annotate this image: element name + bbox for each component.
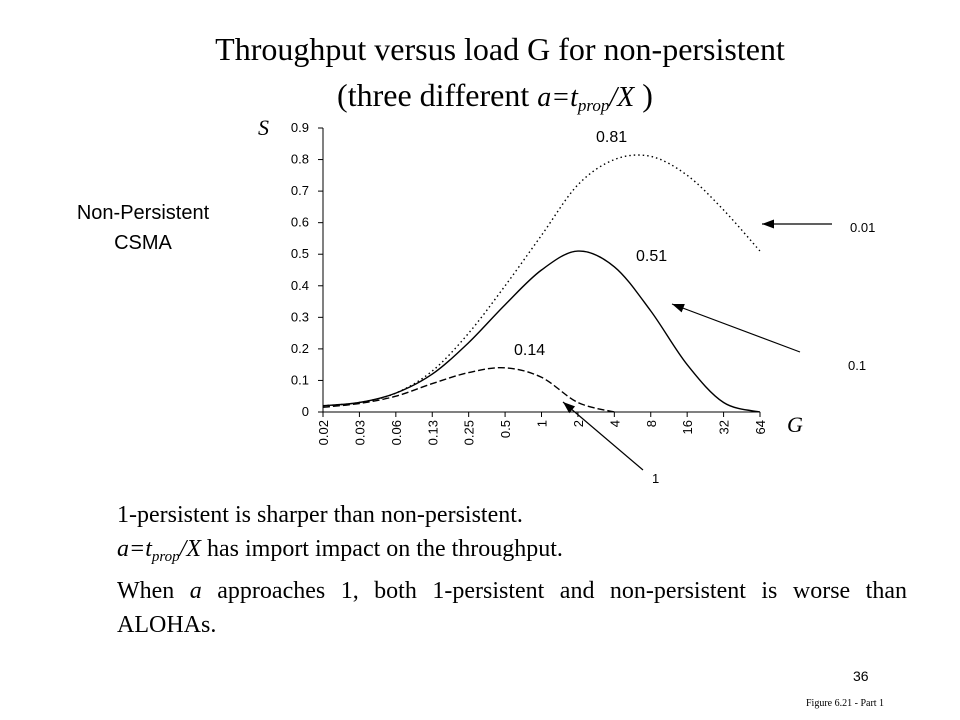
y-tick-label: 0.7 bbox=[291, 183, 309, 198]
bullet-eq: a=tprop/X bbox=[117, 536, 201, 565]
series-label: 1 bbox=[652, 471, 659, 486]
bullet-line-3-rest: approaches 1, both 1-persistent and non-… bbox=[117, 578, 907, 638]
arrowhead-icon bbox=[672, 304, 685, 313]
bullet-eq-sub: prop bbox=[151, 549, 180, 565]
y-tick-label: 0.8 bbox=[291, 152, 309, 167]
title-eq-main: a=t bbox=[537, 82, 578, 113]
bullet-line-3: When a approaches 1, both 1-persistent a… bbox=[117, 574, 907, 642]
x-tick-label: 16 bbox=[680, 420, 695, 434]
bullet-eq-tail: /X bbox=[179, 536, 201, 562]
x-tick-label: 0.5 bbox=[498, 420, 513, 438]
series-line-1 bbox=[322, 366, 615, 413]
x-tick-label: 2 bbox=[571, 420, 586, 427]
side-label: Non-Persistent CSMA bbox=[48, 198, 238, 258]
bullet-eq-main: a=t bbox=[117, 536, 152, 562]
y-tick-label: 0.2 bbox=[291, 341, 309, 356]
arrowhead-icon bbox=[563, 402, 576, 414]
bullet-line-1: 1-persistent is sharper than non-persist… bbox=[117, 502, 523, 528]
x-tick-label: 0.03 bbox=[352, 420, 367, 445]
arrow-line bbox=[671, 303, 801, 353]
side-label-line1: Non-Persistent bbox=[76, 202, 210, 224]
y-tick-label: 0.9 bbox=[291, 120, 309, 135]
series-line-0-1 bbox=[322, 250, 761, 413]
x-axis-label: G bbox=[787, 412, 803, 437]
x-tick-label: 32 bbox=[717, 420, 732, 434]
bullet-text: 1-persistent is sharper than non-persist… bbox=[117, 498, 907, 642]
chart-axes: 0 0.1 0.2 0.3 0.4 0.5 0.6 0.7 0.8 0.9 0.02 0.03 0.06… bbox=[258, 115, 803, 445]
title-prefix: (three different bbox=[337, 77, 538, 113]
side-label-line2: CSMA bbox=[114, 232, 172, 254]
y-tick-label: 0.4 bbox=[291, 278, 309, 293]
peak-label: 0.14 bbox=[514, 342, 545, 359]
bullet-line-2: a=tprop/X has import impact on the throu… bbox=[117, 532, 907, 574]
title-eq-tail: /X bbox=[609, 82, 635, 113]
chart-series bbox=[322, 154, 761, 413]
arrow-line bbox=[562, 401, 644, 471]
peak-label: 0.81 bbox=[596, 129, 627, 146]
y-tick-label: 0.1 bbox=[291, 372, 309, 387]
y-tick-label: 0 bbox=[302, 404, 309, 419]
bullet-line-2-rest: has import impact on the throughput. bbox=[200, 536, 563, 562]
chart-title-line1: Throughput versus load G for non-persist… bbox=[215, 31, 785, 67]
y-tick-label: 0.5 bbox=[291, 246, 309, 261]
title-equation: a=tprop/X bbox=[537, 82, 635, 115]
figure-caption: Figure 6.21 - Part 1 bbox=[806, 698, 885, 709]
peak-label: 0.51 bbox=[636, 248, 667, 265]
page-number: 36 bbox=[853, 668, 869, 684]
bullet-line-3-pre: When bbox=[117, 578, 190, 604]
x-tick-label: 8 bbox=[644, 420, 659, 427]
y-tick-label: 0.3 bbox=[291, 309, 309, 324]
x-tick-label: 0.25 bbox=[462, 420, 477, 445]
x-tick-label: 64 bbox=[753, 420, 768, 434]
chart-annotations: 0.81 0.51 0.14 0.01 0.1 1 bbox=[514, 129, 875, 486]
series-line-0-01 bbox=[322, 154, 761, 407]
bullet-line-3-a: a bbox=[189, 578, 202, 604]
arrowhead-icon bbox=[762, 219, 774, 229]
x-tick-label: 0.06 bbox=[389, 420, 404, 445]
series-label: 0.1 bbox=[848, 358, 866, 373]
x-tick-label: 4 bbox=[607, 420, 622, 427]
title-eq-sub: prop bbox=[577, 96, 610, 115]
x-tick-label: 0.02 bbox=[316, 420, 331, 445]
y-axis-label: S bbox=[258, 115, 269, 140]
series-label: 0.01 bbox=[850, 220, 875, 235]
x-tick-label: 0.13 bbox=[425, 420, 440, 445]
x-tick-label: 1 bbox=[535, 420, 550, 427]
y-tick-label: 0.6 bbox=[291, 215, 309, 230]
title-suffix: ) bbox=[634, 77, 653, 113]
chart-title-line2: (three different a=tprop/X ) bbox=[0, 76, 960, 125]
